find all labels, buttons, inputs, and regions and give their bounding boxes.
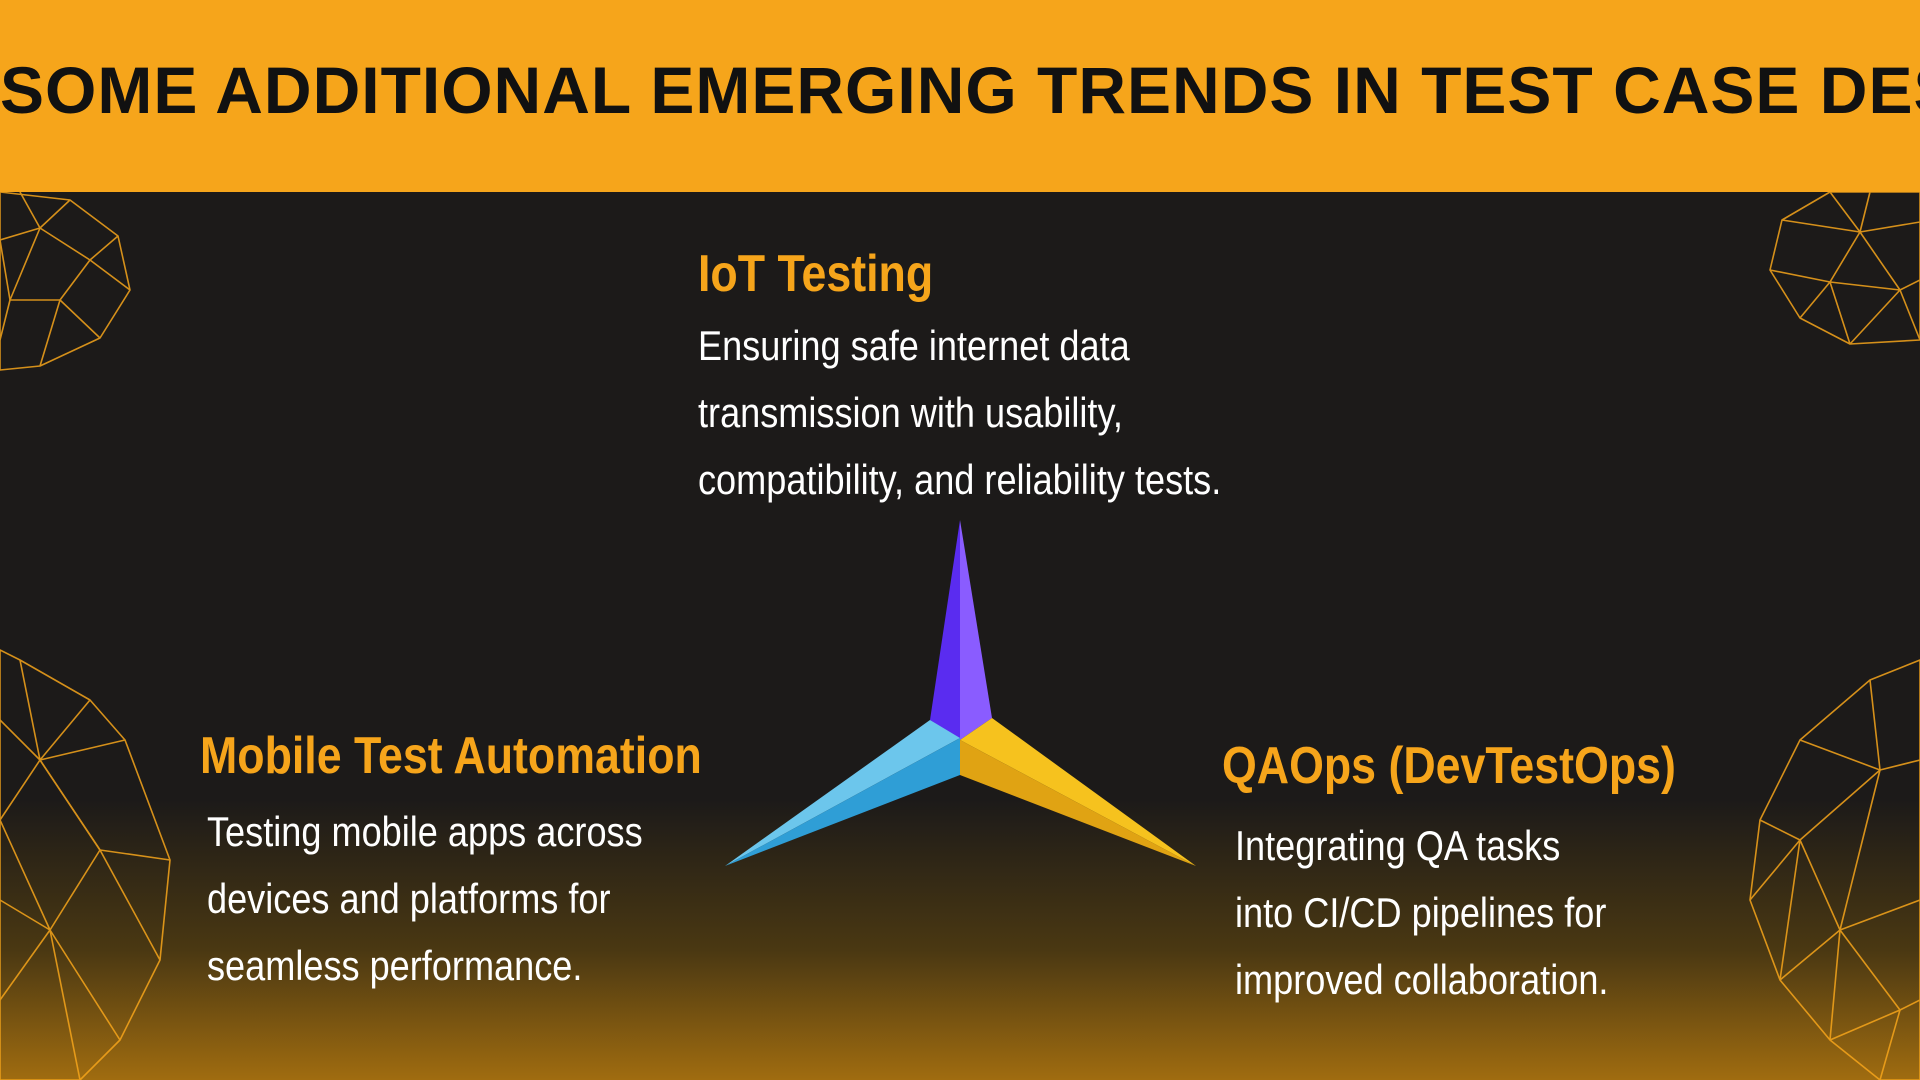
trend-description-line: Testing mobile apps across: [207, 808, 643, 855]
page-title: SOME ADDITIONAL EMERGING TRENDS IN TEST …: [0, 53, 1920, 127]
trend-mobile-test-automation: Mobile Test Automation Testing mobile ap…: [200, 726, 784, 999]
trend-title: QAOps (DevTestOps): [1222, 737, 1676, 795]
trend-description-line: Integrating QA tasks: [1235, 822, 1561, 869]
header-bar: [0, 0, 1920, 192]
trend-description-line: Ensuring safe internet data: [698, 322, 1130, 369]
trend-iot-testing: IoT Testing Ensuring safe internet data …: [698, 244, 1306, 513]
three-point-star-icon: [725, 520, 1196, 866]
trend-description-line: seamless performance.: [207, 942, 583, 989]
trend-qaops: QAOps (DevTestOps) Integrating QA tasks …: [1222, 736, 1750, 1013]
geodesic-sphere-icon: [1749, 659, 1920, 1080]
trend-description-line: transmission with usability,: [698, 389, 1123, 436]
trend-title: IoT Testing: [698, 245, 934, 303]
trend-description-line: compatibility, and reliability tests.: [698, 456, 1222, 503]
trend-description: Integrating QA tasks into CI/CD pipeline…: [1235, 812, 1678, 1013]
geodesic-sphere-icon: [1769, 191, 1920, 345]
trend-description: Ensuring safe internet data transmission…: [698, 312, 1221, 513]
trend-title: Mobile Test Automation: [200, 727, 702, 785]
geodesic-sphere-icon: [0, 649, 171, 1080]
trend-description-line: improved collaboration.: [1235, 956, 1609, 1003]
trend-description-line: devices and platforms for: [207, 875, 611, 922]
trend-description-line: into CI/CD pipelines for: [1235, 889, 1607, 936]
trend-description: Testing mobile apps across devices and p…: [207, 798, 703, 999]
geodesic-sphere-icon: [0, 191, 131, 371]
